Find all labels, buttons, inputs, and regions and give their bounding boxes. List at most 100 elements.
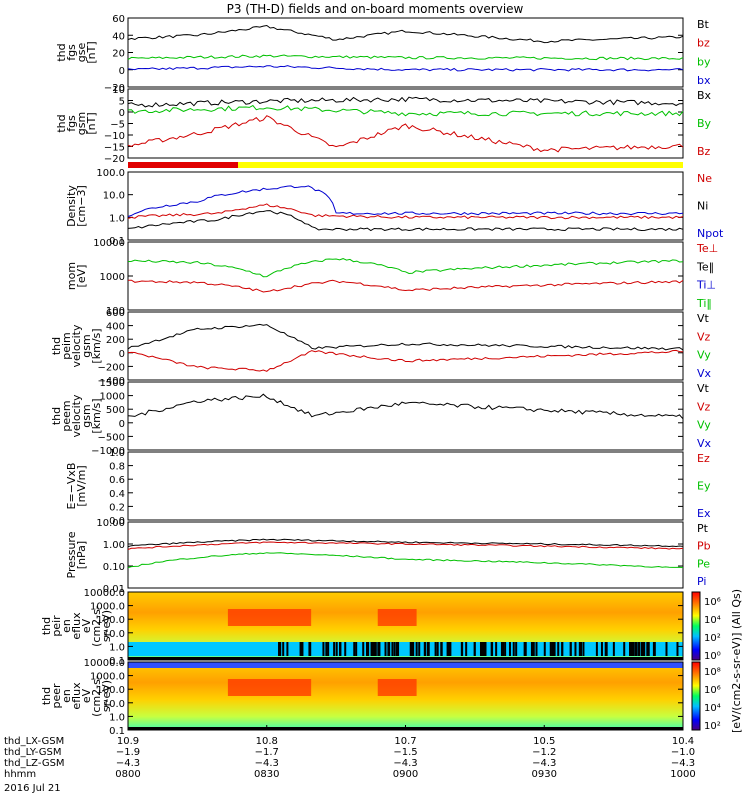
spectrogram-gap: [374, 642, 377, 656]
spectrogram-gap: [612, 642, 615, 656]
y-axis-label: velocity: [70, 324, 83, 367]
y-axis-label: velocity: [70, 394, 83, 437]
spectrogram-gap: [391, 642, 394, 656]
y-tick-label: 40: [112, 31, 125, 42]
spectrogram-gap: [370, 642, 373, 656]
y-axis-label: (cm2-s-: [90, 675, 103, 717]
spectrogram-gap: [410, 642, 413, 656]
y-axis-label: eV: [80, 688, 93, 703]
colorbar-tick-label: 10⁶: [704, 685, 721, 696]
spectrogram-gap: [423, 642, 426, 656]
x-tick-label: 10.5: [533, 736, 555, 747]
colorbar: 10⁶ 10⁴ 10² 10⁰: [691, 591, 721, 662]
spectrogram-gap: [355, 642, 358, 656]
y-axis-label: gsm: [80, 334, 93, 357]
y-axis-label: thd: [50, 407, 63, 425]
legend-mom-temp-Te⊥: Te⊥: [696, 242, 718, 255]
y-tick-label: 10.0: [103, 191, 125, 202]
spectrogram-gap: [641, 642, 644, 656]
y-axis-label: [nT]: [85, 112, 98, 134]
y-axis-label: [mV/m]: [75, 465, 88, 506]
x-row-label: thd_LX-GSM: [4, 736, 64, 747]
y-axis-label: peim: [60, 332, 73, 360]
panel-peem-velocity: 1500 1000 500 0 −500 −1000 thdpeemvelocitygsm[…: [50, 378, 712, 457]
spectrogram-low-band: [128, 642, 683, 656]
spectrogram-gap: [299, 642, 302, 656]
y-tick-label: 0: [119, 419, 125, 430]
x-tick-label: 0830: [254, 769, 279, 780]
y-tick-label: 1.0: [109, 448, 125, 459]
spectrogram-gap: [481, 642, 484, 656]
spectrogram-gap: [665, 642, 668, 656]
series-peim-velocity-Vz: [127, 349, 684, 372]
spectrogram-gap: [395, 642, 398, 656]
y-tick-label: 10000.0: [84, 588, 125, 599]
spectrogram-gap: [574, 642, 577, 656]
spectrogram-gap: [301, 642, 304, 656]
legend-density-Ne: Ne: [697, 172, 712, 185]
spectrogram-gap: [676, 642, 679, 656]
y-tick-label: 0.1: [109, 656, 125, 667]
series-peim-velocity-Vt: [127, 323, 684, 351]
y-axis-label: [eV]: [75, 265, 88, 288]
y-axis-label: sr-eV): [100, 680, 113, 712]
colorbar-scale: [691, 591, 701, 661]
colorbar-label: [eV/(cm2-s-sr-eV)] (All Qs): [730, 589, 743, 733]
spectrogram-gap: [646, 642, 649, 656]
spectrogram-gap: [415, 642, 418, 656]
spectrogram-gap: [490, 642, 493, 656]
spectrogram-gap: [362, 642, 365, 656]
colorbar-tick-label: 10⁴: [704, 615, 721, 626]
spectrogram-gap: [515, 642, 518, 656]
spectrogram-gap: [561, 642, 564, 656]
x-tick-label: 0900: [393, 769, 418, 780]
x-tick-label: −1.7: [255, 747, 279, 758]
spectrogram-gap: [446, 642, 449, 656]
x-tick-label: 0800: [115, 769, 140, 780]
spectrogram-gap: [632, 642, 635, 656]
x-tick-label: −4.3: [393, 758, 417, 769]
y-tick-label: −500: [98, 432, 125, 443]
spectrogram-gap: [629, 642, 632, 656]
spectrogram-hot-band: [377, 609, 417, 626]
panel-frame: [127, 311, 684, 381]
mode-bar-yellow: [238, 162, 683, 168]
panel-frame: [127, 591, 684, 661]
y-tick-label: 100: [106, 306, 125, 317]
x-tick-label: −1.5: [393, 747, 417, 758]
spectrogram-gap: [335, 642, 338, 656]
y-axis-label: en: [60, 619, 73, 633]
y-tick-label: 200: [106, 335, 125, 346]
y-tick-label: −20: [104, 154, 125, 165]
y-tick-label: −10: [104, 131, 125, 142]
panel-peer-spec: 10000.0 1000.0 100.0 10.0 1.0 0.1 thdpeerenefl…: [40, 658, 684, 737]
spectrogram-gap: [308, 642, 311, 656]
spectrogram-gap: [339, 642, 342, 656]
panel-efield: 1.0 0.8 0.6 0.4 0.2 0.0 E=−VxB[mV/m] Ez Ey Ex: [65, 448, 711, 527]
x-tick-label: −1.2: [532, 747, 556, 758]
spectrogram-gap: [327, 642, 330, 656]
panel-frame: [127, 17, 684, 88]
legend-peem-velocity-Vz: Vz: [697, 400, 711, 413]
spectrogram-gap: [635, 642, 638, 656]
series-fgs-gsm-By: [127, 104, 684, 117]
y-tick-label: 10000.0: [84, 658, 125, 669]
y-tick-label: 400: [106, 322, 125, 333]
legend-mom-temp-Ti‖: Ti‖: [696, 297, 712, 310]
spectrogram-gap: [465, 642, 468, 656]
y-axis-label: peir: [50, 615, 63, 637]
spectrogram-gap: [600, 642, 603, 656]
panel-peim-velocity: 600 400 200 0 −200 −400 thdpeimvelocitygsm[km/…: [50, 308, 712, 387]
y-axis-label: fgs: [65, 44, 78, 61]
spectrogram-gap: [384, 642, 387, 656]
spectrogram-gap: [322, 642, 325, 656]
x-tick-label: −4.3: [532, 758, 556, 769]
spectrogram-gap: [512, 642, 515, 656]
series-pressure-Pe: [127, 552, 684, 569]
spectrogram-gap: [504, 642, 507, 656]
y-axis-label: gse: [75, 43, 88, 63]
legend-fgs-gse-bz: bz: [697, 37, 710, 50]
panel-mom-temp: 10000 1000 100 mom[eV] Te⊥ Te‖ Ti⊥ Ti‖: [65, 238, 718, 317]
spectrogram-hot-band: [227, 679, 312, 696]
